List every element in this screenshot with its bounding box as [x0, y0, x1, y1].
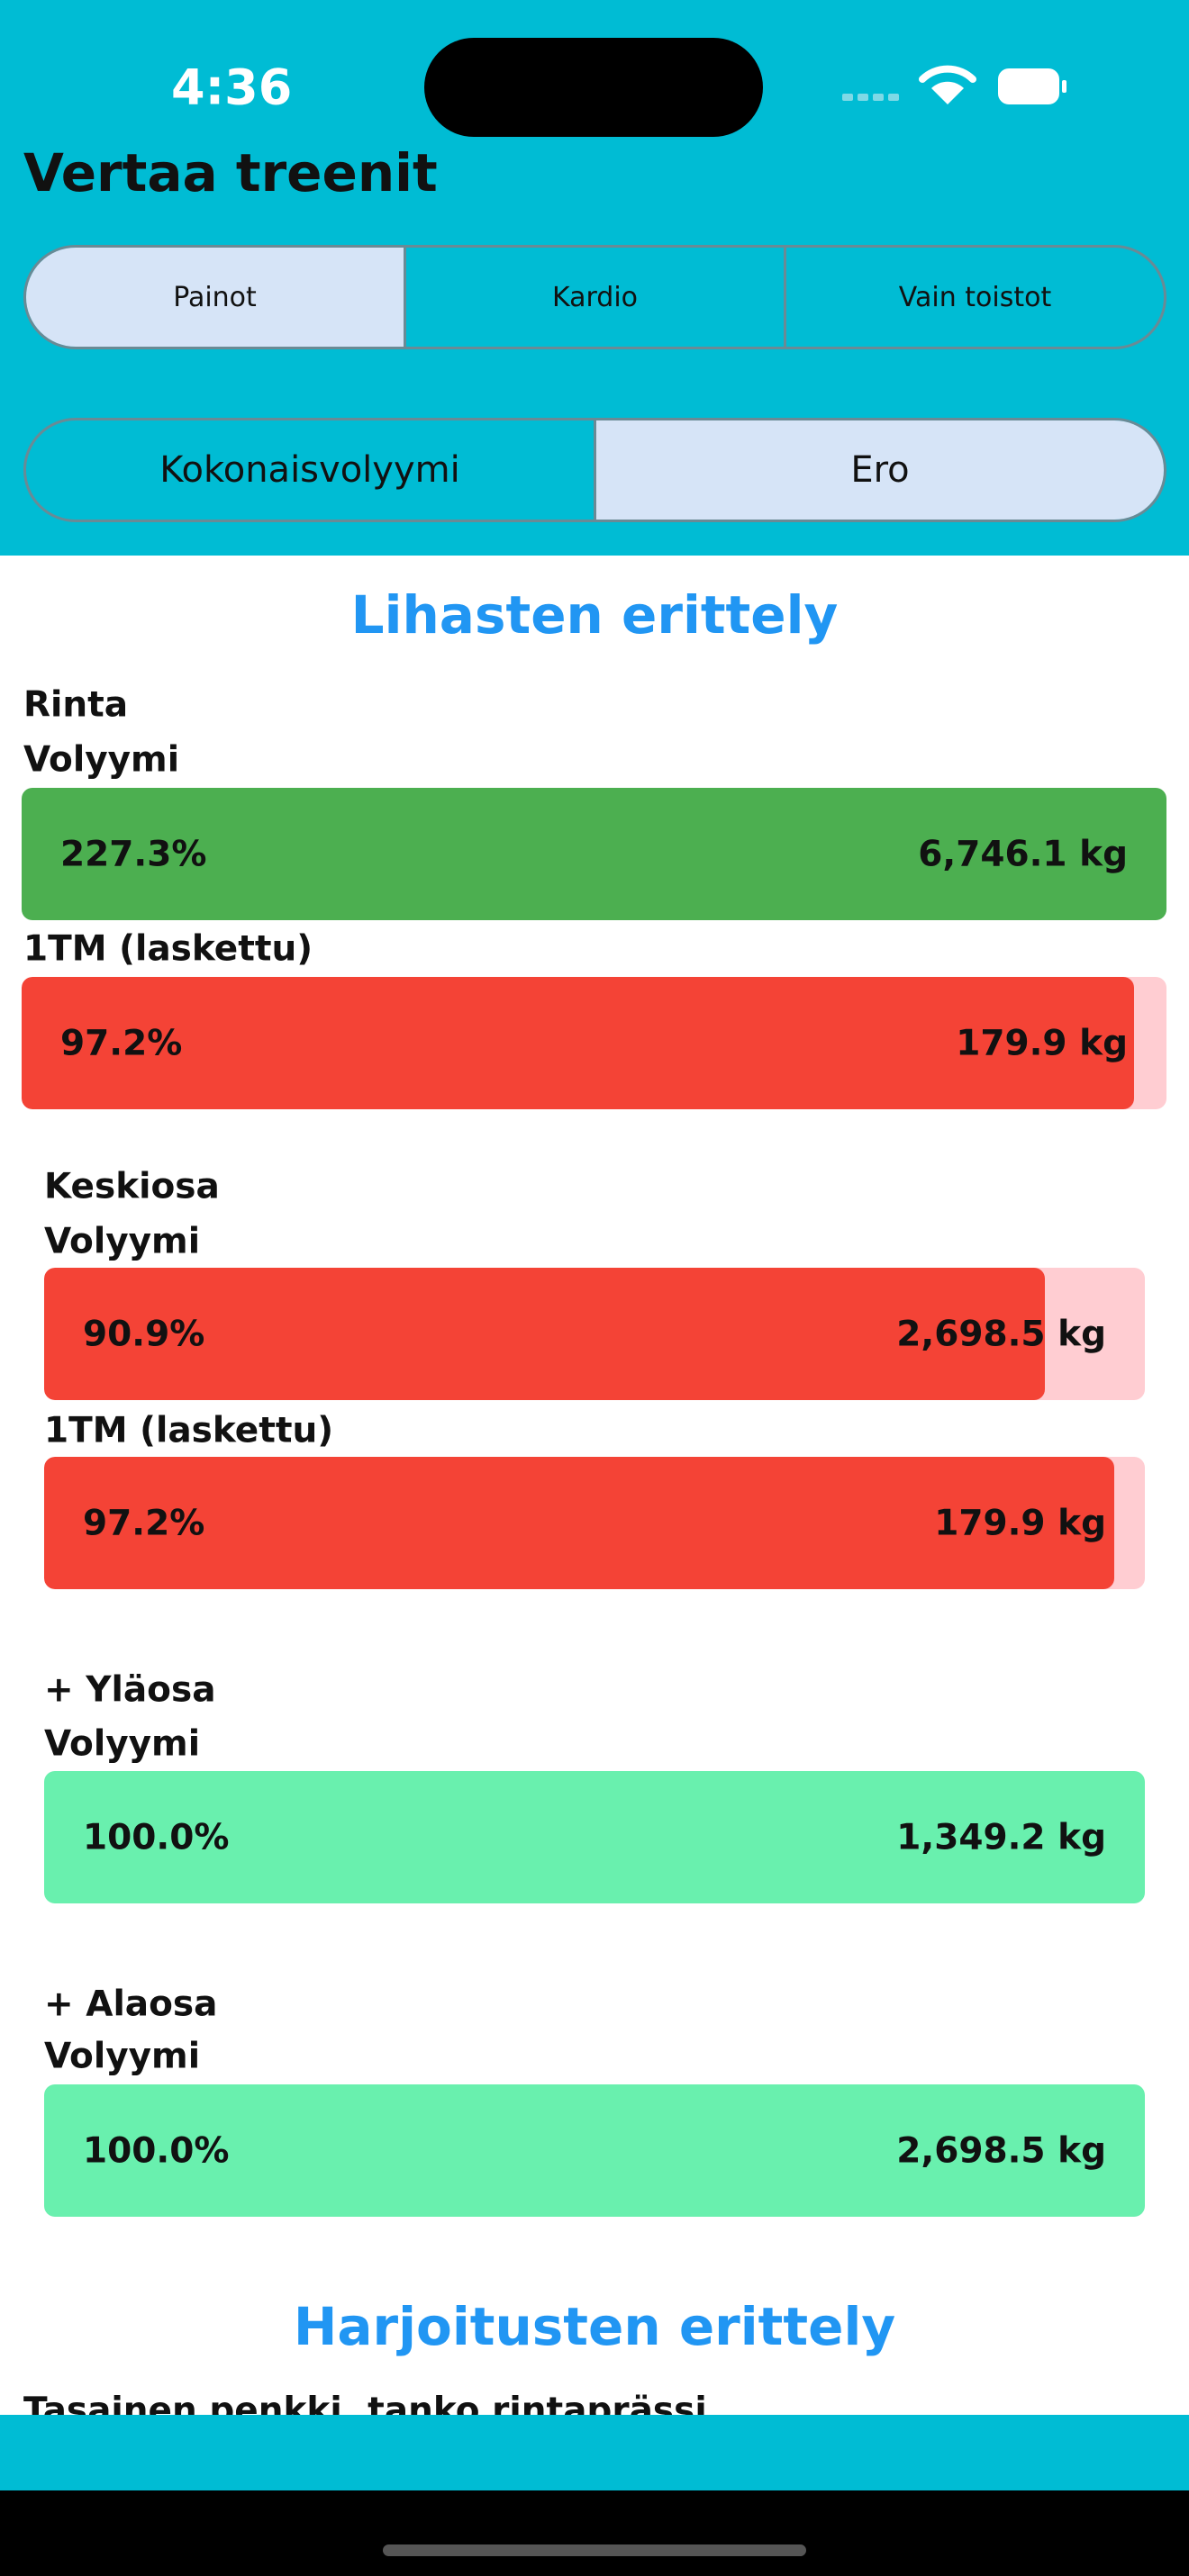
- metric-label: Volyymi: [44, 1723, 201, 1765]
- percent: 100.0%: [83, 1817, 230, 1857]
- progress-fill: [44, 1457, 1114, 1589]
- group-name: + Alaosa: [44, 1984, 218, 2025]
- metric-label: 1TM (laskettu): [23, 928, 313, 970]
- value: 179.9 kg: [956, 1023, 1128, 1063]
- tab[interactable]: Painot: [26, 248, 404, 347]
- value: 1,349.2 kg: [896, 1817, 1106, 1857]
- bottom-bar: [0, 2415, 1189, 2490]
- progress-bar: 227.3% 6,746.1 kg: [22, 788, 1166, 920]
- progress-fill: [22, 977, 1135, 1109]
- value: 179.9 kg: [934, 1503, 1106, 1543]
- metric-label: Volyymi: [44, 1221, 201, 1262]
- home-area: [0, 2490, 1189, 2576]
- metric-label: 1TM (laskettu): [44, 1410, 334, 1451]
- percent: 227.3%: [60, 834, 207, 874]
- metric-label: Volyymi: [44, 2036, 201, 2077]
- home-indicator: [383, 2544, 806, 2556]
- metric-label: Volyymi: [23, 739, 180, 781]
- tab[interactable]: Vain toistot: [784, 248, 1164, 347]
- percent: 97.2%: [60, 1023, 183, 1063]
- progress-bar: 100.0% 1,349.2 kg: [44, 1771, 1145, 1903]
- percent: 100.0%: [83, 2130, 230, 2171]
- header: 4:36 Vertaa treenit Painot Kardio Vain t…: [0, 0, 1189, 556]
- page-title: Vertaa treenit: [23, 142, 438, 203]
- group-name: + Yläosa: [44, 1669, 216, 1711]
- progress-bar: 100.0% 2,698.5 kg: [44, 2084, 1145, 2217]
- section-title: Lihasten erittely: [350, 584, 839, 646]
- group-name: Keskiosa: [44, 1166, 220, 1207]
- status-icons: [842, 65, 1066, 104]
- percent: 97.2%: [83, 1503, 205, 1543]
- progress-bar: 90.9% 2,698.5 kg: [44, 1268, 1145, 1400]
- mode-option[interactable]: Ero: [594, 420, 1164, 520]
- tab[interactable]: Kardio: [404, 248, 784, 347]
- dynamic-island: [424, 38, 763, 137]
- status-time: 4:36: [171, 59, 293, 116]
- progress-bar: 97.2% 179.9 kg: [22, 977, 1166, 1109]
- group-name: Rinta: [23, 684, 129, 726]
- tab-control: Painot Kardio Vain toistot: [23, 245, 1166, 349]
- value: 6,746.1 kg: [918, 834, 1128, 874]
- progress-fill: [44, 1268, 1045, 1400]
- mode-option[interactable]: Kokonaisvolyymi: [159, 449, 460, 491]
- progress-bar: 97.2% 179.9 kg: [44, 1457, 1145, 1589]
- section-title: Harjoitusten erittely: [293, 2296, 896, 2357]
- value: 2,698.5 kg: [896, 2130, 1106, 2171]
- mode-control: Kokonaisvolyymi Ero: [23, 418, 1166, 522]
- percent: 90.9%: [83, 1314, 205, 1354]
- value: 2,698.5 kg: [896, 1314, 1106, 1354]
